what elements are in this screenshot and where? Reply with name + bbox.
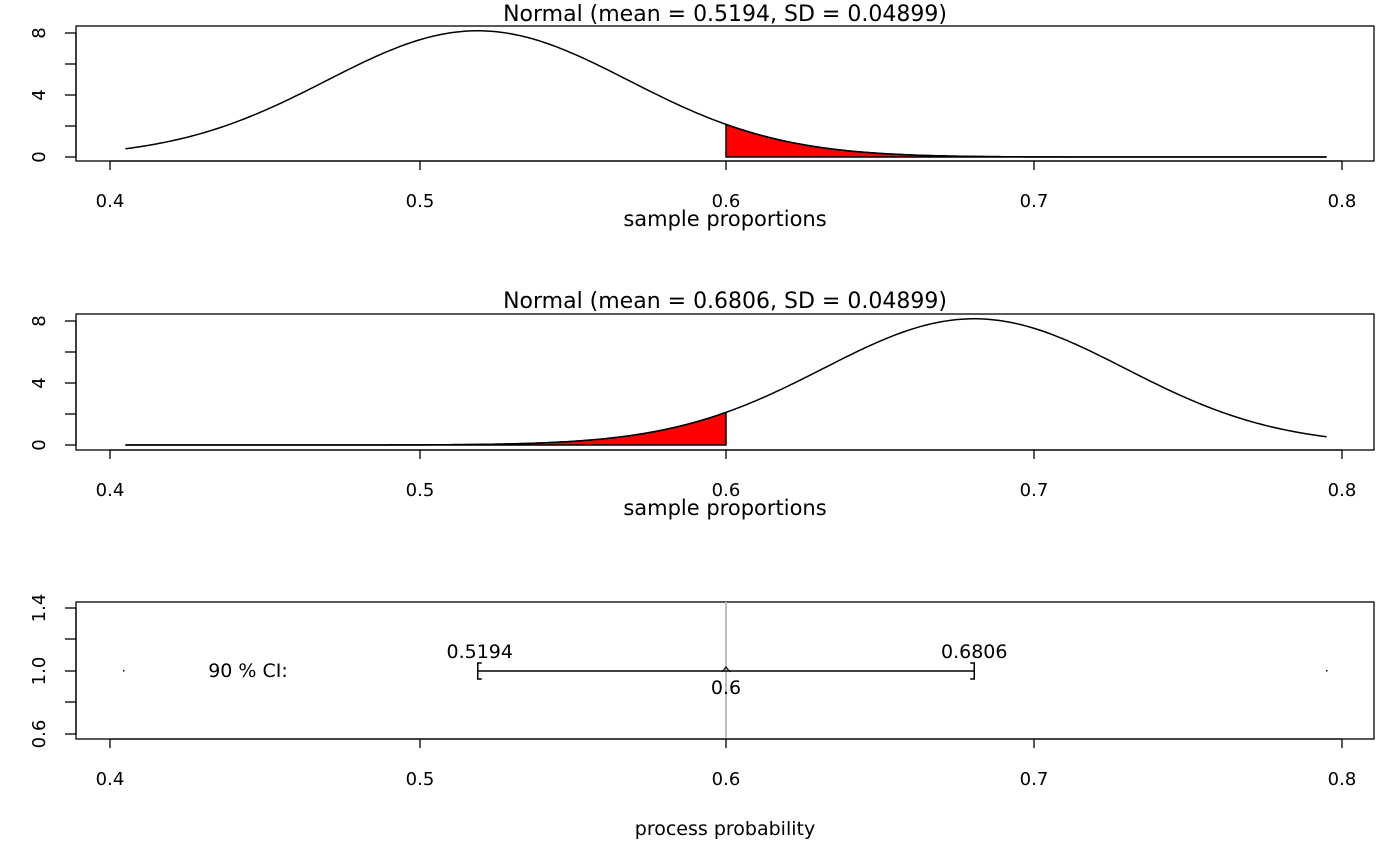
panel-3-y-tick-label: 1.4 [29, 594, 50, 623]
panel-2-x-tick-label: 0.5 [406, 480, 435, 501]
ci-lower-bracket [477, 662, 482, 680]
panel-3-x-tick-label: 0.5 [406, 769, 435, 790]
panel-1-plot-frame [75, 25, 1375, 162]
ci-upper-bracket [970, 662, 975, 680]
panel-1-density-curve [125, 30, 1327, 158]
panel-3-right-point [1326, 670, 1328, 672]
panel-2-title: Normal (mean = 0.6806, SD = 0.04899) [503, 289, 947, 314]
panel-2-x-tick-label: 0.4 [96, 480, 125, 501]
panel-2-x-axis: 0.4 0.5 0.6 0.7 0.8 sample proportions [96, 449, 1357, 520]
panel-2-y-axis: 0 4 8 [29, 315, 77, 451]
panel-1-x-tick-label: 0.7 [1020, 191, 1049, 212]
panel-3-x-tick-label: 0.6 [712, 769, 741, 790]
panel-1-y-axis: 0 4 8 [29, 27, 77, 163]
panel-1-x-axis: 0.4 0.5 0.6 0.7 0.8 sample proportions [96, 160, 1357, 231]
panel-2-y-tick-label: 0 [29, 439, 50, 450]
panel-2-shade [125, 411, 727, 446]
panel-1-y-tick-label: 8 [29, 27, 50, 38]
ci-upper-label: 0.6806 [941, 641, 1007, 663]
panel-3-x-tick-label: 0.4 [96, 769, 125, 790]
panel-3-x-axis-label: process probability [635, 818, 815, 840]
panel-1-x-tick-label: 0.8 [1328, 191, 1357, 212]
panel-3-y-tick-label: 1.0 [29, 657, 50, 686]
panel-2-x-tick-label: 0.8 [1328, 480, 1357, 501]
panel-2: Normal (mean = 0.6806, SD = 0.04899) 0.4… [29, 289, 1375, 520]
ci-label: 90 % CI: [208, 660, 288, 682]
panel-3-y-tick-label: 0.6 [29, 720, 50, 749]
panel-1: Normal (mean = 0.5194, SD = 0.04899) 0.4… [29, 2, 1375, 231]
panel-3-x-axis: 0.4 0.5 0.6 0.7 0.8 process probability [96, 738, 1357, 840]
panel-2-x-axis-label: sample proportions [623, 496, 826, 520]
panel-3-x-tick-label: 0.7 [1020, 769, 1049, 790]
panel-1-title: Normal (mean = 0.5194, SD = 0.04899) [503, 2, 947, 27]
panel-3-y-axis: 0.6 1.0 1.4 [29, 594, 77, 749]
panel-1-x-tick-label: 0.4 [96, 191, 125, 212]
reference-label: 0.6 [711, 677, 741, 699]
panel-3-x-tick-label: 0.8 [1328, 769, 1357, 790]
panel-2-x-tick-label: 0.7 [1020, 480, 1049, 501]
reference-caret [721, 666, 731, 673]
panel-3-left-point [123, 670, 125, 672]
panel-1-x-axis-label: sample proportions [623, 207, 826, 231]
panel-1-y-tick-label: 4 [29, 89, 50, 100]
panel-2-density-curve [125, 318, 1327, 446]
panel-1-x-tick-label: 0.6 [712, 191, 741, 212]
panel-1-shade [725, 123, 1327, 158]
panel-1-y-tick-label: 0 [29, 151, 50, 162]
panel-2-y-tick-label: 8 [29, 315, 50, 326]
confidence-interval: 0.5194 0.6806 0.6 [447, 641, 1008, 699]
panel-2-x-tick-label: 0.6 [712, 480, 741, 501]
panel-2-y-tick-label: 4 [29, 377, 50, 388]
panel-1-x-tick-label: 0.5 [406, 191, 435, 212]
panel-3: 90 % CI: 0.5194 0.6806 0.6 0.4 0.5 0.6 0… [29, 594, 1375, 840]
ci-lower-label: 0.5194 [447, 641, 513, 663]
